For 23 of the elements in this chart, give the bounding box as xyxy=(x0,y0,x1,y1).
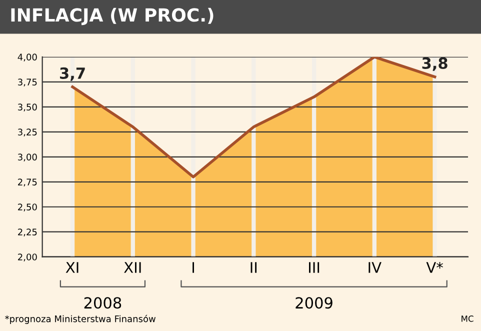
y-tick-label: 2,25 xyxy=(18,228,37,236)
data-label: 3,7 xyxy=(60,67,85,81)
text: 2008 xyxy=(84,297,122,309)
y-tick-label: 3,75 xyxy=(18,78,37,86)
y-tick-label: 2,50 xyxy=(18,204,37,212)
y-tick-label: 2,75 xyxy=(18,178,37,186)
y-tick-label: 4,00 xyxy=(18,54,37,62)
y-tick-label: 3,00 xyxy=(18,154,37,162)
x-tick-label: IV xyxy=(368,262,382,273)
text: MC xyxy=(462,316,474,322)
y-tick-label: 3,50 xyxy=(18,104,37,112)
data-label: 3,8 xyxy=(422,57,448,71)
chart-title: INFLACJA (W PROC.) xyxy=(11,8,214,26)
text: *prognoza Ministerstwa Finansów xyxy=(5,314,156,324)
x-tick-label: V* xyxy=(426,262,443,273)
y-tick-label: 2,00 xyxy=(18,254,37,262)
x-tick-label: XI xyxy=(66,262,78,273)
x-tick-label: I xyxy=(192,262,194,273)
x-tick-label: XII xyxy=(124,262,141,273)
y-tick-label: 3,25 xyxy=(18,128,37,136)
text: 2009 xyxy=(296,297,332,309)
x-tick-label: III xyxy=(309,262,320,273)
x-tick-label: II xyxy=(250,262,257,273)
